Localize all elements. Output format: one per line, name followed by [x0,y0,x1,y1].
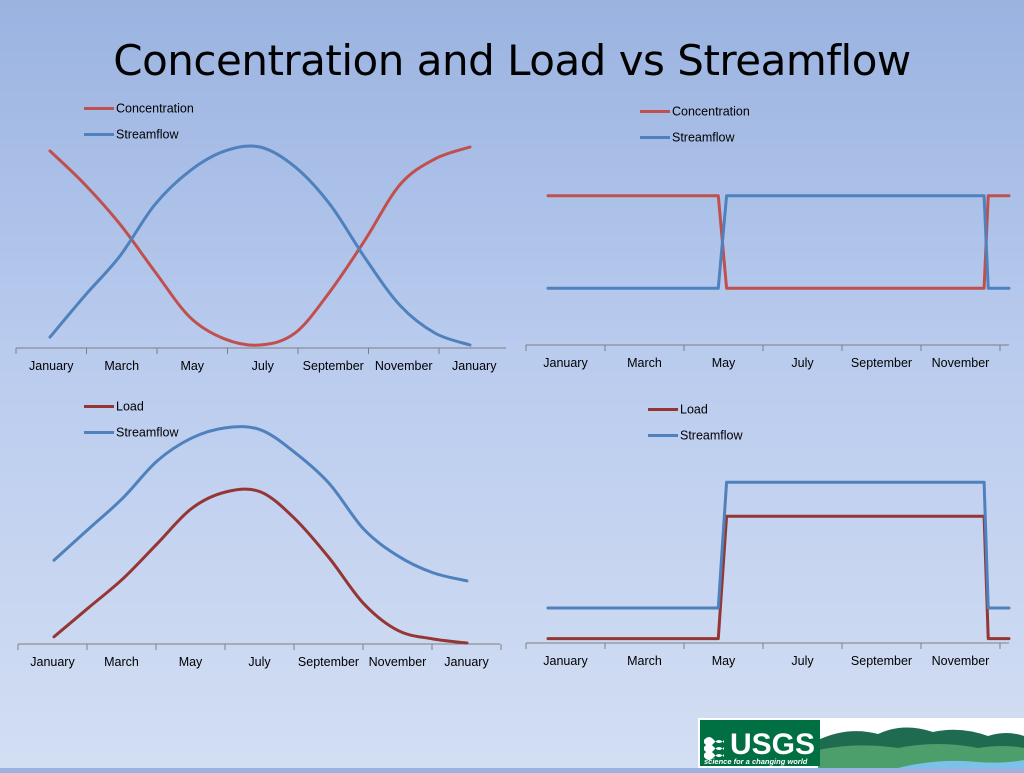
legend-item-streamflow: Streamflow [640,129,735,145]
x-tick-label: January [543,654,588,668]
x-tick-label: July [791,356,814,370]
legend-swatch [84,431,114,435]
chart-top-left-svg: January March May July September November Janu… [15,144,506,373]
x-tick-label: July [252,359,275,373]
series-line-concentration [48,145,472,347]
legend-swatch [84,107,114,111]
legend-label: Streamflow [116,127,179,142]
x-tick-label: January [452,359,497,373]
x-tick-label: March [104,359,139,373]
series-line-streamflow [546,194,1011,290]
series-line-concentration [546,194,1011,290]
legend-item-streamflow: Streamflow [648,427,743,443]
usgs-logo-text: USGS [730,728,815,761]
slide-title: Concentration and Load vs Streamflow [113,36,911,85]
usgs-logo-tagline: science for a changing world [704,757,808,766]
x-tick-label: March [104,655,139,669]
x-tick-label: May [179,655,203,669]
chart-bottom-right-svg: January March May July September November [525,480,1011,668]
x-tick-label: July [791,654,814,668]
chart-top-right-svg: January March May July September November [525,194,1011,370]
x-tick-label: November [375,359,433,373]
x-tick-label: January [29,359,74,373]
legend-swatch [648,408,678,412]
legend-label: Concentration [116,101,194,116]
series-line-load [52,487,469,645]
x-tick-label: September [851,356,912,370]
series-line-streamflow [546,480,1011,610]
series-line-streamflow [48,144,472,347]
chart-top-left: January March May July September November Janu… [0,95,512,385]
chart-top-right: January March May July September November Conc… [512,95,1024,385]
usgs-logo-graphic: USGS science for a changing world [698,718,1024,768]
legend-item-concentration: Concentration [640,103,750,119]
legend-swatch [84,405,114,409]
legend-label: Streamflow [680,428,743,443]
x-tick-label: January [444,655,489,669]
x-tick-label: September [298,655,359,669]
legend-swatch [640,110,670,114]
x-tick-label: November [932,654,990,668]
legend-item-streamflow: Streamflow [84,424,179,440]
legend-swatch [84,133,114,137]
legend-item-load: Load [84,398,144,414]
x-tick-label: January [30,655,75,669]
legend-label: Streamflow [116,425,179,440]
legend-label: Streamflow [672,130,735,145]
series-line-streamflow [52,425,469,583]
x-tick-label: November [932,356,990,370]
legend-item-streamflow: Streamflow [84,126,179,142]
x-tick-label: May [712,356,736,370]
x-tick-label: May [712,654,736,668]
x-tick-label: July [248,655,271,669]
legend-label: Load [116,399,144,414]
legend-item-load: Load [648,401,708,417]
x-tick-label: May [180,359,204,373]
legend-swatch [640,136,670,140]
x-tick-label: November [369,655,427,669]
legend-swatch [648,434,678,438]
legend-label: Concentration [672,104,750,119]
legend-label: Load [680,402,708,417]
x-tick-label: March [627,356,662,370]
x-tick-label: January [543,356,588,370]
series-line-load [546,514,1011,641]
chart-bottom-right: January March May July September November Load… [512,393,1024,683]
usgs-logo: USGS science for a changing world [698,718,1024,768]
legend-item-concentration: Concentration [84,100,194,116]
x-tick-label: March [627,654,662,668]
chart-bottom-left-svg: January March May July September November Janu… [17,425,502,669]
x-tick-label: September [303,359,364,373]
x-tick-label: September [851,654,912,668]
chart-bottom-left: January March May July September November Janu… [0,393,512,683]
